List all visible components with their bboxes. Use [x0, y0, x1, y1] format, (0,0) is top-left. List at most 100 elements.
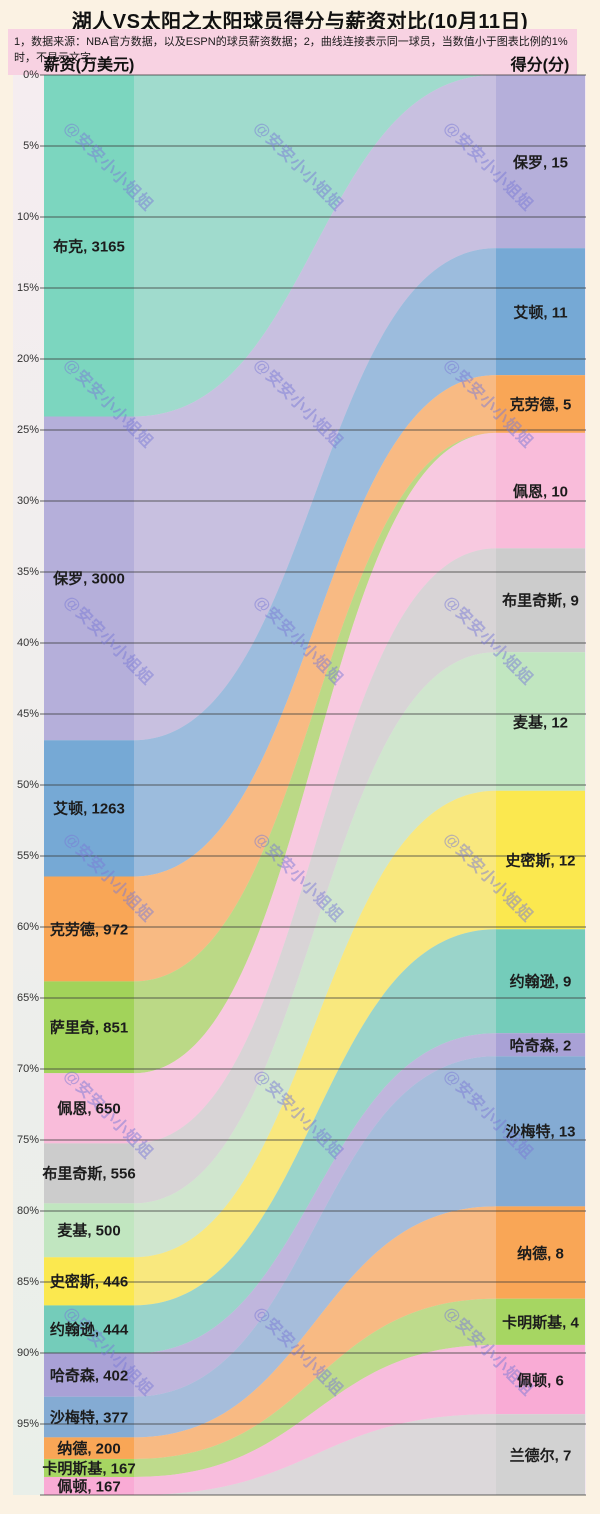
- left-band-布里奇斯: [44, 1143, 134, 1204]
- points-band-label: 布里奇斯, 9: [502, 592, 579, 610]
- axis-tick-label: 0%: [23, 69, 39, 81]
- left-band-萨里奇: [44, 981, 134, 1074]
- left-band-佩顿: [44, 1476, 134, 1495]
- salary-band-label: 纳德, 200: [57, 1440, 121, 1458]
- right-band-佩顿: [496, 1344, 585, 1415]
- salary-band-label: 麦基, 500: [57, 1222, 121, 1240]
- flow-ribbon-兰德尔: [134, 1414, 496, 1495]
- flow-ribbon-哈奇森: [134, 1033, 496, 1397]
- salary-band-label: 布克, 3165: [53, 238, 125, 256]
- flow-ribbon-萨里奇: [134, 432, 496, 1074]
- salary-band-label: 卡明斯基, 167: [42, 1460, 136, 1478]
- flow-ribbon-克劳德: [134, 375, 496, 982]
- points-band-label: 艾顿, 11: [513, 304, 568, 322]
- salary-band-label: 克劳德, 972: [49, 921, 129, 939]
- left-band-纳德: [44, 1437, 134, 1459]
- points-band-label: 佩恩, 10: [512, 483, 569, 501]
- salary-band-label: 保罗, 3000: [53, 570, 125, 588]
- left-band-哈奇森: [44, 1353, 134, 1397]
- axis-tick-label: 55%: [16, 850, 39, 862]
- points-band-label: 克劳德, 5: [509, 396, 572, 414]
- notes-text: 1，数据来源：NBA官方数据，以及ESPN的球员薪资数据；2，曲线连接表示同一球…: [14, 36, 568, 64]
- points-band-label: 沙梅特, 13: [505, 1123, 576, 1141]
- axis-tick-label: 50%: [16, 779, 39, 791]
- flow-ribbon-佩顿: [134, 1344, 496, 1495]
- left-band-卡明斯基: [44, 1458, 134, 1477]
- salary-band-label: 哈奇森, 402: [49, 1367, 129, 1385]
- right-band-卡明斯基: [496, 1298, 585, 1345]
- salary-band-label: 布里奇斯, 556: [42, 1165, 136, 1183]
- right-band-兰德尔: [496, 1414, 585, 1495]
- axis-tick-label: 90%: [16, 1347, 39, 1359]
- salary-band-label: 约翰逊, 444: [49, 1321, 129, 1339]
- points-band-label: 纳德, 8: [517, 1245, 564, 1263]
- right-band-克劳德: [496, 375, 585, 433]
- axis-tick-label: 30%: [16, 495, 39, 507]
- right-column-header: 得分(分): [510, 57, 570, 74]
- salary-band-label: 沙梅特, 377: [49, 1409, 129, 1427]
- flow-ribbon-史密斯: [134, 790, 496, 1306]
- axis-tick-label: 10%: [16, 211, 39, 223]
- points-band-label: 哈奇森, 2: [509, 1037, 572, 1055]
- axis-strip: [13, 75, 44, 1495]
- right-band-沙梅特: [496, 1056, 585, 1207]
- flow-ribbon-麦基: [134, 652, 496, 1258]
- flow-ribbon-佩恩: [134, 432, 496, 1144]
- points-band-label: 保罗, 15: [512, 154, 569, 172]
- right-band-纳德: [496, 1206, 585, 1299]
- points-band-label: 史密斯, 12: [505, 852, 576, 870]
- left-band-布克: [44, 75, 134, 417]
- axis-tick-label: 35%: [16, 566, 39, 578]
- axis-tick-label: 5%: [23, 140, 39, 152]
- axis-tick-label: 15%: [16, 282, 39, 294]
- points-band-label: 约翰逊, 9: [509, 973, 572, 991]
- axis-tick-label: 65%: [16, 992, 39, 1004]
- axis-tick-label: 70%: [16, 1063, 39, 1075]
- left-band-保罗: [44, 416, 134, 741]
- right-band-艾顿: [496, 248, 585, 376]
- chart-title: 湖人VS太阳之太阳球员得分与薪资对比(10月11日): [71, 11, 529, 33]
- flow-ribbon-布里奇斯: [134, 548, 496, 1204]
- left-band-艾顿: [44, 740, 134, 877]
- right-band-史密斯: [496, 790, 585, 930]
- right-band-哈奇森: [496, 1033, 585, 1057]
- right-band-佩恩: [496, 432, 585, 549]
- flow-ribbon-保罗: [134, 75, 496, 741]
- axis-tick-label: 80%: [16, 1205, 39, 1217]
- salary-band-label: 史密斯, 446: [49, 1273, 129, 1291]
- right-band-约翰逊: [496, 929, 585, 1034]
- salary-band-label: 艾顿, 1263: [53, 800, 125, 818]
- left-band-史密斯: [44, 1257, 134, 1306]
- axis-tick-label: 95%: [16, 1418, 39, 1430]
- flow-ribbon-约翰逊: [134, 929, 496, 1354]
- points-band-label: 兰德尔, 7: [509, 1447, 572, 1465]
- flow-ribbon-艾顿: [134, 248, 496, 877]
- flow-ribbon-沙梅特: [134, 1056, 496, 1438]
- points-band-label: 卡明斯基, 4: [502, 1314, 579, 1332]
- axis-tick-label: 40%: [16, 637, 39, 649]
- axis-tick-label: 85%: [16, 1276, 39, 1288]
- axis-tick-label: 20%: [16, 353, 39, 365]
- flow-ribbon-纳德: [134, 1206, 496, 1459]
- points-band-label: 佩顿, 6: [517, 1372, 564, 1390]
- left-band-沙梅特: [44, 1396, 134, 1438]
- left-band-佩恩: [44, 1073, 134, 1144]
- points-band-label: 麦基, 12: [512, 714, 569, 731]
- axis-tick-label: 75%: [16, 1134, 39, 1146]
- left-band-麦基: [44, 1203, 134, 1258]
- left-band-约翰逊: [44, 1305, 134, 1354]
- salary-band-label: 佩恩, 650: [57, 1100, 121, 1118]
- flow-ribbon-卡明斯基: [134, 1298, 496, 1477]
- axis-tick-label: 45%: [16, 708, 39, 720]
- salary-band-label: 佩顿, 167: [57, 1478, 121, 1496]
- left-band-克劳德: [44, 876, 134, 982]
- axis-tick-label: 60%: [16, 921, 39, 933]
- left-column-header: 薪资(万美元): [43, 57, 135, 74]
- notes-bar: 1，数据来源：NBA官方数据，以及ESPN的球员薪资数据；2，曲线连接表示同一球…: [8, 29, 577, 75]
- right-band-布里奇斯: [496, 548, 585, 653]
- salary-band-label: 萨里奇, 851: [49, 1019, 129, 1037]
- axis-tick-label: 25%: [16, 424, 39, 436]
- right-band-麦基: [496, 652, 585, 791]
